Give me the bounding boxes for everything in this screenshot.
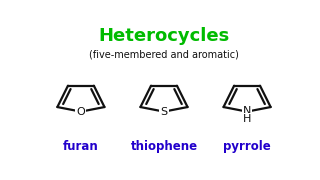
Text: N: N <box>243 106 251 116</box>
Text: H: H <box>243 114 251 124</box>
Text: (five-membered and aromatic): (five-membered and aromatic) <box>89 49 239 59</box>
Text: S: S <box>160 107 168 117</box>
Text: Heterocycles: Heterocycles <box>98 27 230 45</box>
Text: thiophene: thiophene <box>131 140 197 153</box>
Text: O: O <box>76 107 85 117</box>
Text: pyrrole: pyrrole <box>223 140 271 153</box>
Text: furan: furan <box>63 140 99 153</box>
